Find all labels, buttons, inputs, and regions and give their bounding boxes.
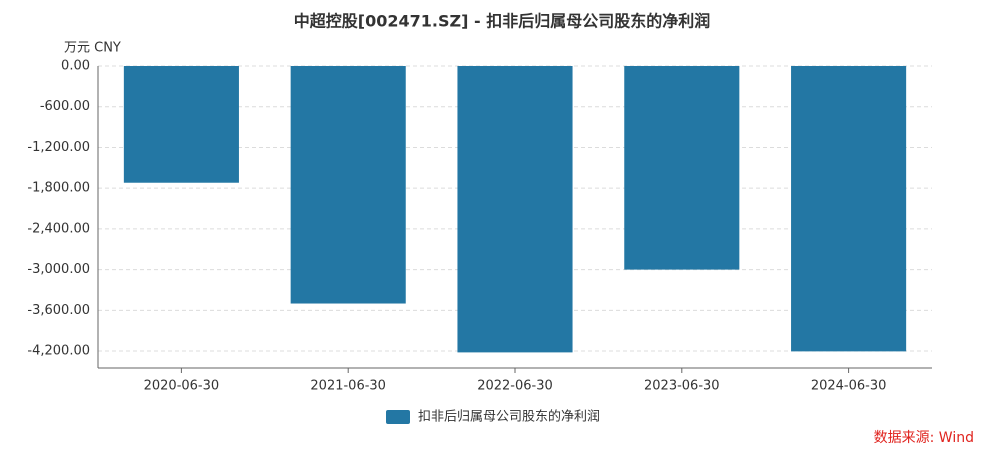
bar (290, 66, 406, 304)
y-tick-label: -3,000.00 (27, 262, 90, 277)
source: 数据来源: Wind (874, 430, 974, 446)
bar (123, 66, 239, 183)
x-tick-label: 2022-06-30 (477, 379, 553, 394)
x-tick-label: 2023-06-30 (644, 379, 720, 394)
x-tick-label: 2024-06-30 (811, 379, 887, 394)
x-tick-label: 2020-06-30 (144, 379, 220, 394)
y-tick-label: 0.00 (61, 59, 90, 74)
bar (457, 66, 573, 353)
y-tick-label: -4,200.00 (27, 344, 90, 359)
x-tick-label: 2021-06-30 (310, 379, 386, 394)
y-tick-label: -3,600.00 (27, 303, 90, 318)
y-tick-label: -2,400.00 (27, 221, 90, 236)
chart-title: 中超控股[002471.SZ] - 扣非后归属母公司股东的净利润 (294, 12, 710, 31)
legend-swatch (386, 410, 410, 424)
y-tick-label: -1,200.00 (27, 140, 90, 155)
y-tick-label: -600.00 (40, 99, 90, 114)
bar (624, 66, 740, 270)
y-tick-label: -1,800.00 (27, 181, 90, 196)
y-unit: 万元 CNY (64, 41, 121, 56)
legend-label: 扣非后归属母公司股东的净利润 (418, 409, 600, 425)
bar (791, 66, 907, 352)
